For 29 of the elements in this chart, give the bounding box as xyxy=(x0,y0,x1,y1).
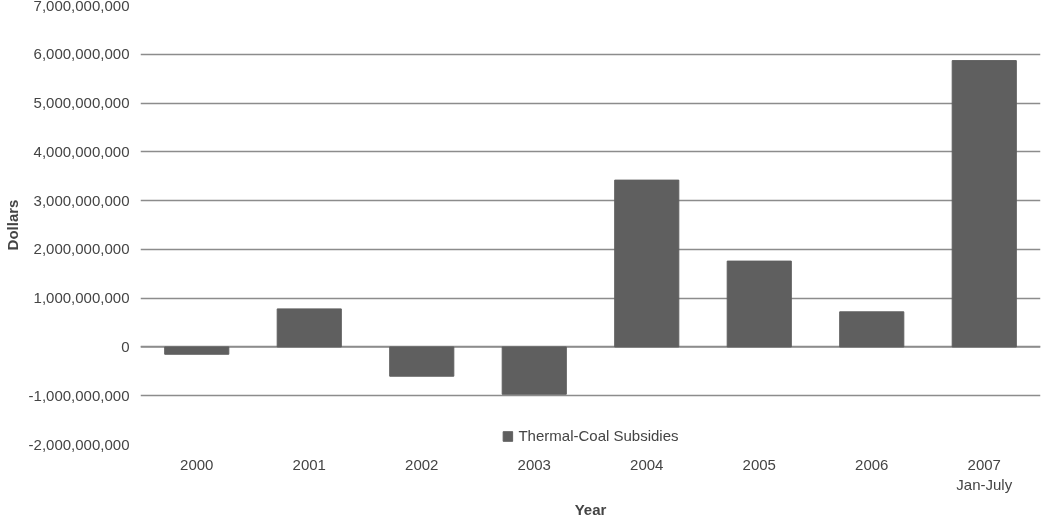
bar xyxy=(951,60,1017,348)
y-tick-label: 7,000,000,000 xyxy=(33,0,130,14)
x-tick-label: 2002 xyxy=(405,455,439,473)
y-tick-label: 1,000,000,000 xyxy=(33,289,130,307)
x-tick-label: 2005 xyxy=(742,455,776,473)
x-tick-label: 2006 xyxy=(855,455,889,473)
y-axis-title: Dollars xyxy=(3,199,21,251)
x-tick-label: 2007 Jan-July xyxy=(956,455,1013,493)
y-tick-label: 6,000,000,000 xyxy=(33,45,130,63)
y-tick-label: -2,000,000,000 xyxy=(28,435,130,453)
x-tick-label: 2004 xyxy=(630,455,664,473)
bar xyxy=(276,308,342,348)
legend-label: Thermal-Coal Subsidies xyxy=(518,427,679,444)
y-tick-label: -1,000,000,000 xyxy=(28,386,130,404)
bar xyxy=(614,179,680,348)
y-tick-label: 3,000,000,000 xyxy=(33,191,130,209)
y-tick-label: 2,000,000,000 xyxy=(33,240,130,258)
x-tick-label: 2000 xyxy=(180,455,214,473)
x-tick-label: 2001 xyxy=(292,455,326,473)
y-tick-label: 0 xyxy=(121,337,130,355)
bar xyxy=(726,260,792,348)
bar xyxy=(389,346,455,377)
bar xyxy=(164,346,230,355)
bar xyxy=(839,311,905,348)
bar xyxy=(501,346,567,395)
x-tick-label: 2003 xyxy=(517,455,551,473)
y-tick-label: 5,000,000,000 xyxy=(33,94,130,112)
x-axis-title: Year xyxy=(574,500,607,518)
y-tick-label: 4,000,000,000 xyxy=(33,142,130,160)
